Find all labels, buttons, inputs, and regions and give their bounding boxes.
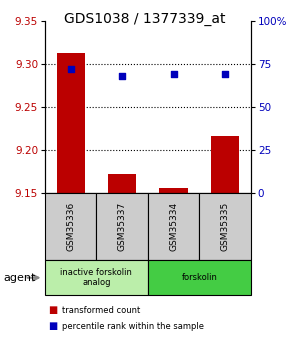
Text: GDS1038 / 1377339_at: GDS1038 / 1377339_at	[64, 12, 226, 26]
Text: GSM35334: GSM35334	[169, 202, 178, 252]
Text: GSM35335: GSM35335	[221, 202, 230, 252]
Point	[171, 71, 176, 77]
Text: transformed count: transformed count	[62, 306, 141, 315]
Text: ■: ■	[48, 306, 57, 315]
Bar	[57, 53, 85, 193]
Text: forskolin: forskolin	[182, 273, 217, 282]
Text: inactive forskolin
analog: inactive forskolin analog	[61, 268, 132, 287]
Text: GSM35337: GSM35337	[118, 202, 127, 252]
Text: agent: agent	[3, 273, 35, 283]
Point	[68, 66, 73, 72]
Bar	[108, 174, 136, 193]
Point	[120, 73, 124, 79]
Text: GSM35336: GSM35336	[66, 202, 75, 252]
Point	[223, 71, 227, 77]
Text: percentile rank within the sample: percentile rank within the sample	[62, 322, 204, 331]
Text: ■: ■	[48, 321, 57, 331]
Bar	[160, 188, 188, 193]
Bar	[211, 136, 239, 193]
